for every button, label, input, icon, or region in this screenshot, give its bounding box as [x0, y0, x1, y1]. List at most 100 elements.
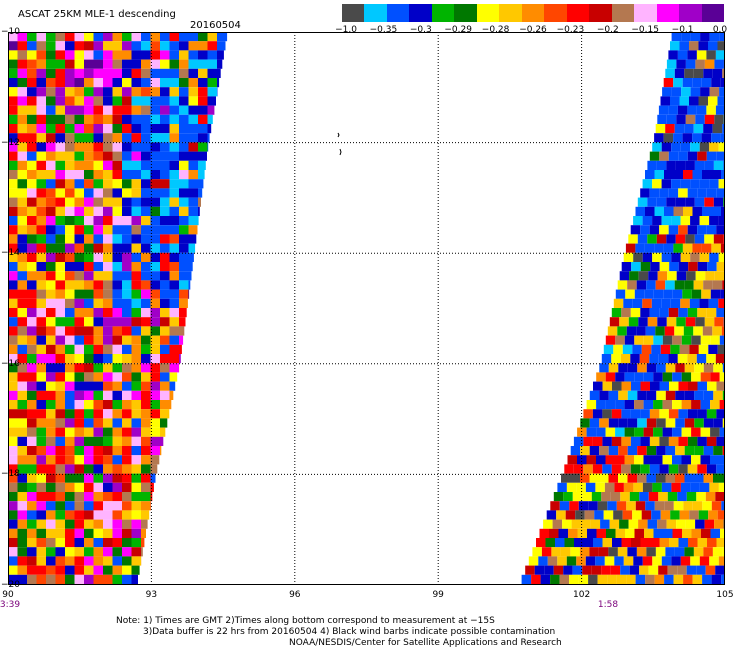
mle-cell [65, 427, 75, 437]
mle-cell [188, 170, 198, 180]
mle-cell [714, 271, 725, 281]
mle-cell [560, 547, 571, 557]
mle-cell [687, 409, 698, 419]
mle-cell [643, 455, 653, 465]
mle-cell [55, 216, 65, 226]
mle-cell [573, 464, 584, 474]
mle-cell [169, 335, 179, 345]
mle-cell [46, 455, 56, 465]
mle-cell [55, 409, 65, 419]
mle-cell [642, 482, 653, 492]
mle-cell [46, 565, 56, 575]
mle-cell [662, 335, 673, 345]
mle-cell [716, 538, 725, 548]
mle-cell [74, 547, 84, 557]
mle-cell [678, 188, 688, 198]
mle-cell [618, 418, 628, 428]
mle-cell [55, 262, 65, 272]
mle-cell [630, 464, 641, 474]
mle-cell [74, 519, 84, 529]
mle-cell [702, 206, 712, 216]
mle-cell [638, 271, 649, 281]
mle-cell [637, 197, 648, 207]
mle-cell [179, 170, 189, 180]
mle-cell [150, 344, 160, 354]
mle-cell [150, 455, 160, 465]
mle-cell [36, 188, 46, 198]
mle-cell [122, 446, 132, 456]
mle-cell [650, 262, 660, 272]
mle-cell [634, 528, 644, 538]
mle-cell [699, 252, 710, 262]
mle-cell [188, 188, 198, 198]
mle-cell [720, 133, 725, 143]
mle-cell [693, 280, 704, 290]
mle-cell [713, 363, 723, 373]
mle-cell [637, 390, 647, 400]
mle-cell [701, 133, 712, 143]
mle-cell [93, 179, 103, 189]
mle-cell [84, 114, 94, 124]
mle-cell [690, 179, 700, 189]
mle-cell [46, 381, 56, 391]
mle-cell [179, 78, 189, 88]
mle-cell [65, 565, 75, 575]
mle-cell [198, 160, 206, 170]
mle-cell [17, 262, 27, 272]
mle-cell [84, 390, 94, 400]
mle-cell [103, 234, 113, 244]
mle-cell [179, 179, 189, 189]
mle-cell [93, 344, 103, 354]
mle-cell [74, 234, 84, 244]
mle-cell [74, 87, 84, 97]
mle-cell [722, 124, 725, 134]
mle-cell [648, 565, 659, 575]
mle-cell [150, 96, 160, 106]
map-date: 20160504 [190, 20, 241, 31]
mle-cell [169, 41, 179, 51]
mle-cell [716, 409, 725, 419]
mle-cell [709, 32, 720, 42]
mle-cell [122, 262, 132, 272]
mle-cell [65, 160, 75, 170]
mle-cell [17, 308, 27, 318]
mle-cell [675, 473, 685, 483]
mle-cell [46, 492, 56, 502]
mle-cell [8, 298, 18, 308]
mle-cell [17, 68, 27, 78]
mle-cell [596, 528, 606, 538]
mle-cell [141, 455, 151, 465]
mle-cell [675, 160, 686, 170]
mle-cell [27, 206, 37, 216]
mle-cell [563, 565, 573, 575]
mle-cell [74, 252, 84, 262]
mle-cell [65, 142, 75, 152]
mle-cell [615, 455, 625, 465]
mle-cell [577, 528, 587, 538]
mle-cell [582, 492, 592, 502]
mle-cell [141, 390, 151, 400]
mle-cell [17, 114, 27, 124]
mle-cell [93, 289, 103, 299]
mle-cell [632, 344, 642, 354]
mle-cell [65, 216, 75, 226]
mle-cell [93, 114, 103, 124]
mle-cell [46, 519, 56, 529]
mle-cell [637, 473, 647, 483]
mle-cell [550, 574, 560, 584]
mle-cell [103, 556, 113, 566]
mle-cell [637, 446, 647, 456]
mle-cell [84, 326, 94, 336]
mle-cell [160, 446, 162, 456]
mle-cell [639, 565, 649, 575]
mle-cell [8, 252, 18, 262]
mle-cell [665, 473, 675, 483]
mle-cell [697, 409, 707, 419]
mle-cell [207, 78, 217, 88]
mle-cell [576, 556, 586, 566]
mle-cell [169, 59, 179, 69]
mle-cell [131, 400, 141, 410]
mle-cell [65, 519, 75, 529]
mle-cell [65, 262, 75, 272]
mle-cell [697, 381, 707, 391]
